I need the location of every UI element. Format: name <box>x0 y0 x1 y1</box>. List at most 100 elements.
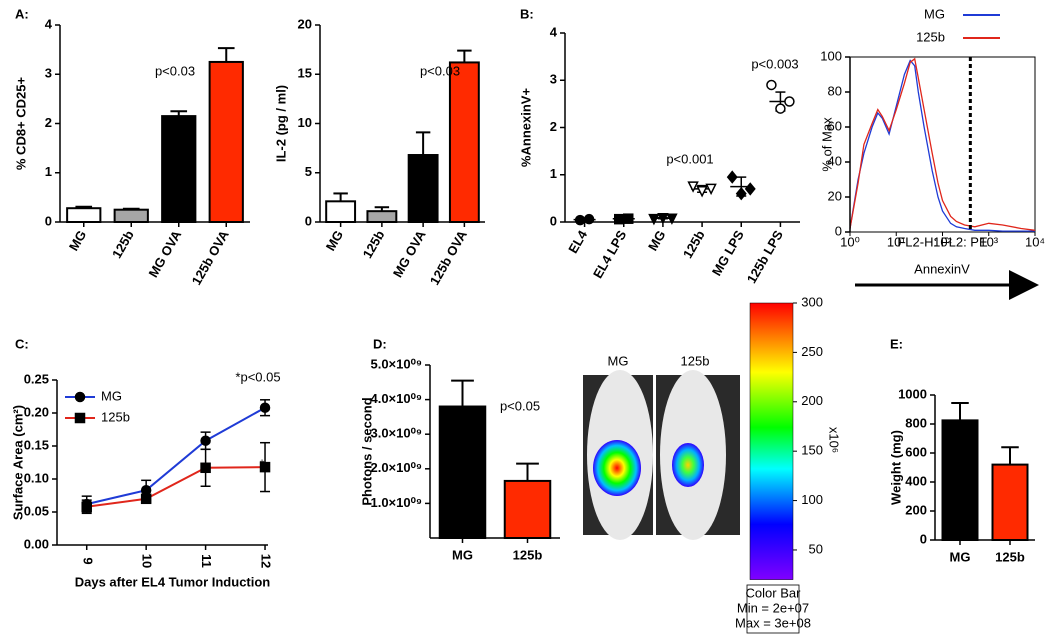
y-axis-label: % CD8+ CD25+ <box>13 76 28 170</box>
x-tick-label: EL4 LPS <box>590 227 630 280</box>
y-axis-label: Photons / second <box>359 397 374 505</box>
annotation: p<0.03 <box>420 63 460 78</box>
image-label: MG <box>608 353 629 368</box>
y-tick-label: 1.0×10⁰⁹ <box>370 495 422 510</box>
y-tick-label: 0.20 <box>24 404 49 419</box>
y-axis-label: Surface Area (cm²) <box>10 405 25 520</box>
data-point <box>666 213 678 225</box>
legend-label: 125b <box>916 29 945 44</box>
data-point <box>200 462 211 474</box>
colorbar-tick-label: 200 <box>801 393 823 408</box>
y-tick-label: 2 <box>45 115 52 130</box>
data-point <box>744 182 756 196</box>
y-axis-label: IL-2 (pg / ml) <box>273 85 288 162</box>
bar <box>941 419 979 541</box>
bar <box>66 207 102 224</box>
y-tick-label: 4 <box>45 16 53 31</box>
legend-label: MG <box>924 6 945 21</box>
x-tick-label: MG <box>950 549 971 564</box>
x-tick-label: 125b LPS <box>744 227 786 285</box>
x-axis-label: FL2-H: FL2: PE <box>897 234 988 249</box>
y-tick-label: 0 <box>45 213 52 228</box>
data-point <box>775 103 786 114</box>
annotation: *p<0.05 <box>235 369 280 384</box>
y-tick-label: 5.0×10⁰⁹ <box>370 356 422 371</box>
data-point <box>687 181 699 193</box>
data-point <box>623 213 634 224</box>
x-tick-label: 125b OVA <box>427 227 471 287</box>
panel-label: E: <box>890 336 903 351</box>
bar <box>991 463 1029 542</box>
y-tick-label: 10 <box>298 115 312 130</box>
data-point <box>200 435 211 446</box>
colorbar-tick-label: 100 <box>801 492 823 507</box>
color-bar <box>749 302 794 580</box>
data-point <box>766 79 777 91</box>
y-tick-label: 1000 <box>898 386 927 401</box>
legend-label: 125b <box>101 409 130 424</box>
series-line <box>849 57 1036 231</box>
annotation: p<0.003 <box>751 56 798 71</box>
bar <box>366 210 398 223</box>
y-tick-label: 0.10 <box>24 470 49 485</box>
x-tick-label: 9 <box>80 557 95 564</box>
x-tick-label: 125b <box>360 228 388 261</box>
y-tick-label: 100 <box>820 48 842 63</box>
y-tick-label: 0.25 <box>24 371 49 386</box>
y-tick-label: 0 <box>305 213 312 228</box>
y-tick-label: 1 <box>550 166 557 181</box>
x-tick-label: MG OVA <box>390 227 429 280</box>
bar <box>113 208 149 223</box>
data-point <box>259 461 271 473</box>
y-tick-label: 20 <box>828 188 842 203</box>
y-tick-label: 3.0×10⁰⁹ <box>370 426 422 441</box>
y-tick-label: 2.0×10⁰⁹ <box>370 460 422 475</box>
legend-marker <box>74 412 86 424</box>
panel-label: D: <box>373 336 387 351</box>
y-tick-label: 0 <box>920 531 927 546</box>
colorbar-info: Max = 3e+08 <box>735 615 811 630</box>
colorbar-tick-label: 150 <box>801 443 823 458</box>
x-tick-label: EL4 <box>565 227 590 256</box>
bar <box>208 60 244 223</box>
y-tick-label: 4 <box>550 24 558 39</box>
y-tick-label: 800 <box>905 415 927 430</box>
x-tick-label: 10¹ <box>887 234 906 249</box>
x-tick-label: MG <box>323 228 346 254</box>
y-tick-label: 5 <box>305 164 312 179</box>
bar <box>161 115 197 223</box>
annotation: p<0.001 <box>666 151 713 166</box>
data-point <box>657 212 669 225</box>
data-point <box>735 186 747 201</box>
y-tick-label: 15 <box>298 66 312 81</box>
data-point <box>259 402 271 413</box>
bar <box>407 154 439 224</box>
panel-label: C: <box>15 336 29 351</box>
caption: AnnexinV <box>914 261 970 276</box>
y-tick-label: 400 <box>905 473 927 488</box>
data-point <box>140 493 152 505</box>
y-tick-label: 0.00 <box>24 536 49 551</box>
legend-label: MG <box>101 388 122 403</box>
data-point <box>784 96 795 107</box>
x-tick-label: MG LPS <box>709 227 747 278</box>
y-tick-label: 0.15 <box>24 437 49 452</box>
x-tick-label: MG OVA <box>145 227 184 280</box>
colorbar-tick-label: 250 <box>801 344 823 359</box>
x-tick-label: 10 <box>140 554 155 568</box>
y-tick-label: 0 <box>835 223 842 238</box>
y-axis-label: % of Max <box>819 117 834 172</box>
x-tick-label: MG <box>66 228 89 254</box>
x-tick-label: 125b <box>680 228 708 261</box>
data-point <box>648 213 660 226</box>
legend-marker <box>74 391 86 403</box>
y-tick-label: 0.05 <box>24 503 49 518</box>
series-line <box>86 466 266 508</box>
y-tick-label: 600 <box>905 444 927 459</box>
y-axis-label: %AnnexinV+ <box>518 88 533 168</box>
x-tick-label: 125b <box>109 228 137 261</box>
x-tick-label: 10² <box>933 234 952 249</box>
colorbar-unit: x10⁶ <box>827 427 842 453</box>
x-tick-label: MG <box>452 547 473 562</box>
